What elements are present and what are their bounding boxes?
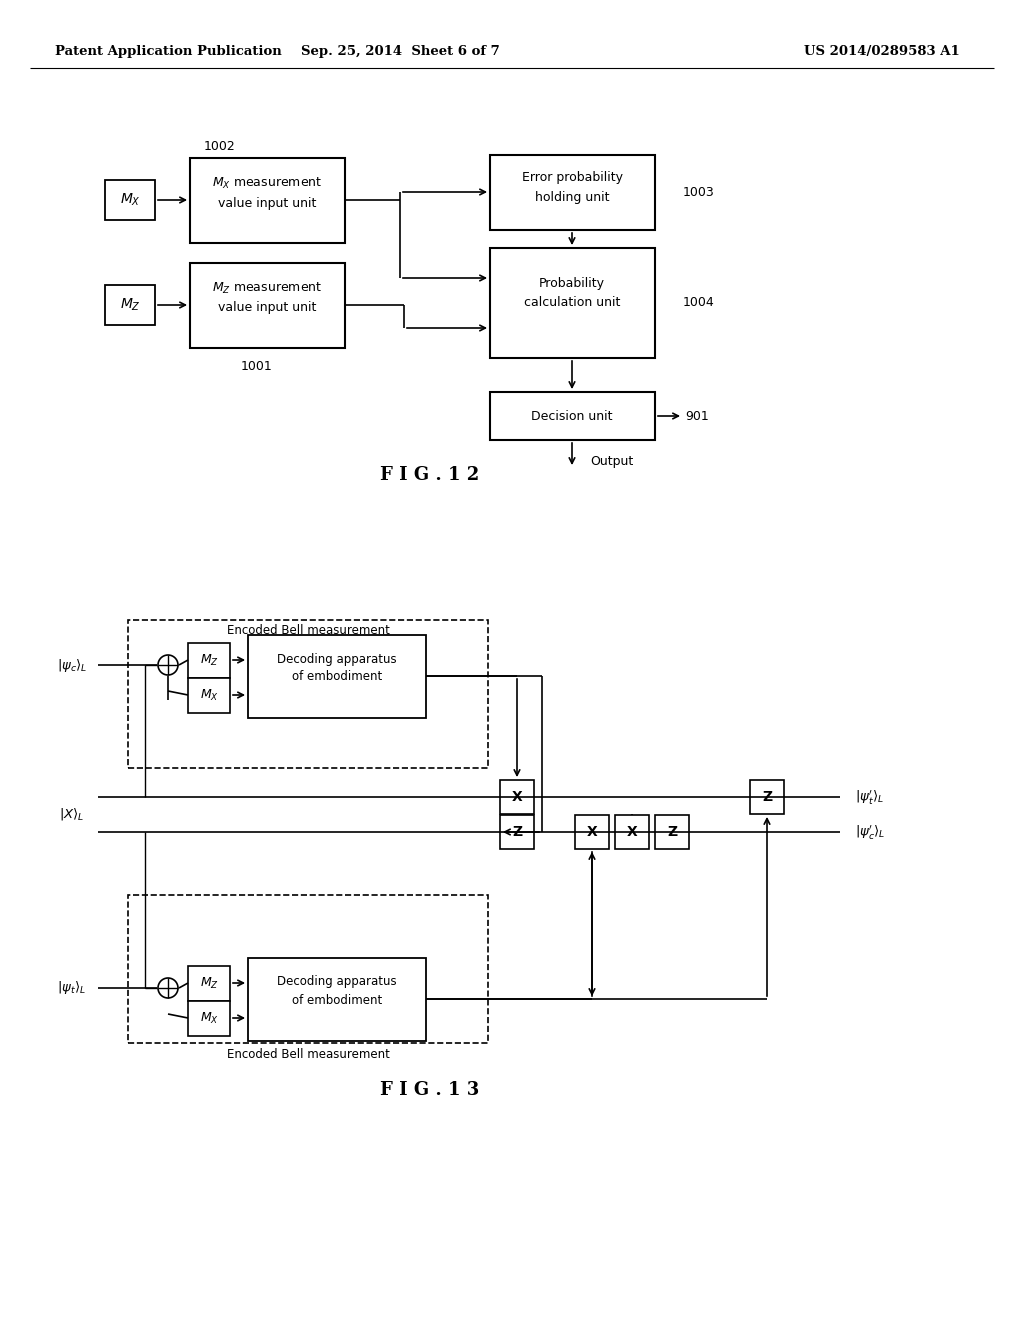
Text: $|\psi_t\rangle_L$: $|\psi_t\rangle_L$ [57, 979, 87, 997]
Bar [575, 814, 609, 849]
Bar [190, 263, 345, 348]
Text: Probability: Probability [539, 276, 605, 289]
Bar [248, 635, 426, 718]
Bar [490, 248, 655, 358]
Bar [128, 895, 488, 1043]
Text: Z: Z [667, 825, 677, 840]
Text: $|\psi_c\rangle_L$: $|\psi_c\rangle_L$ [56, 656, 87, 673]
Bar [500, 780, 534, 814]
Text: $|\psi_c'\rangle_L$: $|\psi_c'\rangle_L$ [855, 822, 886, 841]
Text: 1003: 1003 [683, 186, 715, 198]
Text: X: X [512, 789, 522, 804]
Bar [188, 1001, 230, 1036]
Bar [105, 285, 155, 325]
Text: Error probability: Error probability [521, 172, 623, 185]
Text: Patent Application Publication: Patent Application Publication [55, 45, 282, 58]
Bar [655, 814, 689, 849]
Text: 1001: 1001 [241, 359, 272, 372]
Text: Decoding apparatus: Decoding apparatus [278, 975, 397, 989]
Text: Decision unit: Decision unit [531, 409, 612, 422]
Text: $M_Z$: $M_Z$ [200, 652, 218, 668]
Text: $M_Z$ measurement: $M_Z$ measurement [212, 280, 323, 296]
Bar [105, 180, 155, 220]
Bar [500, 814, 534, 849]
Text: 1004: 1004 [683, 297, 715, 309]
Text: US 2014/0289583 A1: US 2014/0289583 A1 [804, 45, 961, 58]
Text: $|X\rangle_L$: $|X\rangle_L$ [59, 807, 85, 822]
Bar [188, 678, 230, 713]
Text: of embodiment: of embodiment [292, 671, 382, 684]
Text: Encoded Bell measurement: Encoded Bell measurement [226, 1048, 389, 1061]
Text: value input unit: value input unit [218, 301, 316, 314]
Bar [190, 158, 345, 243]
Bar [750, 780, 784, 814]
Text: value input unit: value input unit [218, 197, 316, 210]
Text: 901: 901 [685, 409, 709, 422]
Bar [128, 620, 488, 768]
Text: 1002: 1002 [204, 140, 236, 153]
Text: Decoding apparatus: Decoding apparatus [278, 652, 397, 665]
Text: X: X [587, 825, 597, 840]
Text: F I G . 1 3: F I G . 1 3 [380, 1081, 479, 1100]
Bar [188, 643, 230, 678]
Text: Sep. 25, 2014  Sheet 6 of 7: Sep. 25, 2014 Sheet 6 of 7 [301, 45, 500, 58]
Bar [248, 958, 426, 1041]
Bar [615, 814, 649, 849]
Text: $|\psi_t'\rangle_L$: $|\psi_t'\rangle_L$ [855, 788, 884, 807]
Text: $M_Z$: $M_Z$ [200, 975, 218, 990]
Bar [188, 966, 230, 1001]
Text: of embodiment: of embodiment [292, 994, 382, 1006]
Text: $M_Z$: $M_Z$ [120, 297, 140, 313]
Text: Output: Output [590, 455, 633, 469]
Text: X: X [627, 825, 637, 840]
Text: $M_X$: $M_X$ [200, 688, 218, 702]
Text: $M_X$: $M_X$ [120, 191, 140, 209]
Text: holding unit: holding unit [535, 191, 609, 205]
Text: Z: Z [512, 825, 522, 840]
Text: calculation unit: calculation unit [524, 297, 621, 309]
Text: $M_X$ measurement: $M_X$ measurement [212, 176, 323, 190]
Text: Z: Z [762, 789, 772, 804]
Text: F I G . 1 2: F I G . 1 2 [380, 466, 479, 484]
Text: Encoded Bell measurement: Encoded Bell measurement [226, 623, 389, 636]
Bar [490, 392, 655, 440]
Bar [490, 154, 655, 230]
Text: $M_X$: $M_X$ [200, 1010, 218, 1026]
